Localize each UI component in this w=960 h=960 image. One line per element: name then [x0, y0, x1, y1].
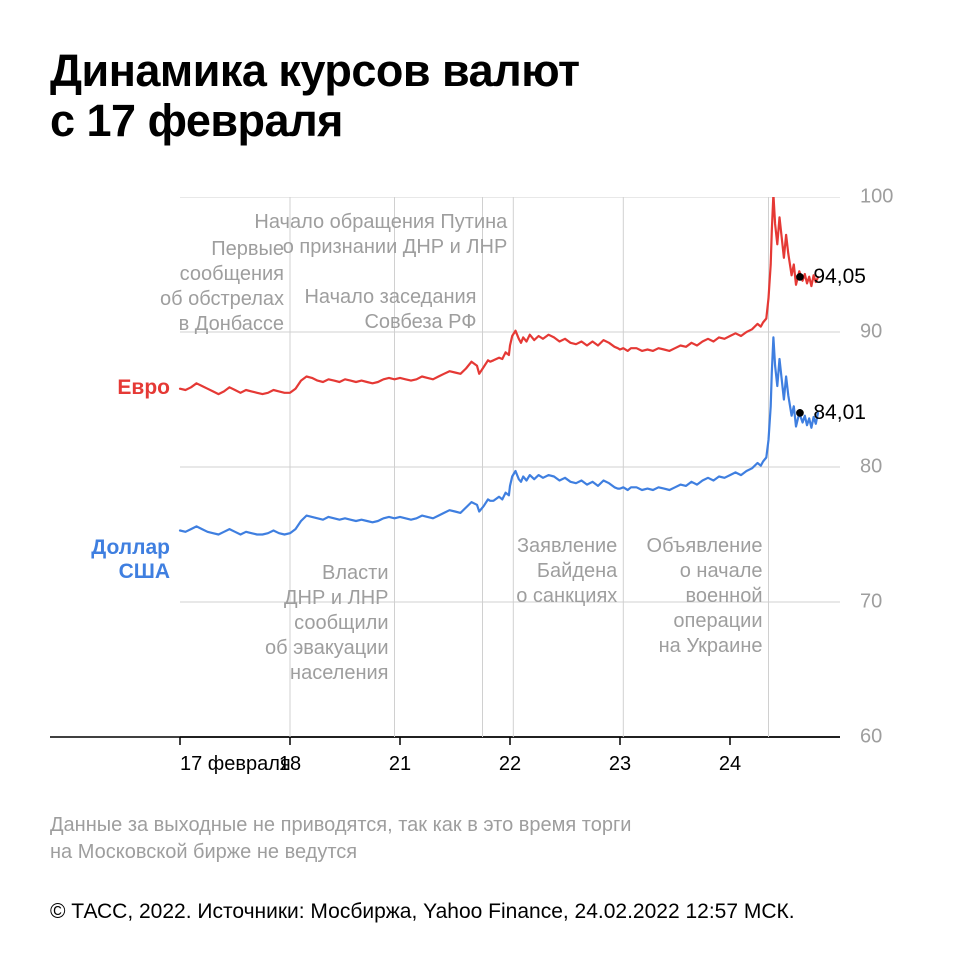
annotation: ЗаявлениеБайденао санкциях [516, 534, 617, 609]
y-tick-label: 80 [860, 455, 882, 478]
end-value-usd: 84,01 [795, 401, 866, 425]
y-tick-label: 70 [860, 590, 882, 613]
x-tick-label: 24 [719, 753, 741, 776]
annotation: Начало заседанияСовбеза РФ [304, 285, 476, 335]
x-tick-label: 18 [279, 753, 301, 776]
chart-title: Динамика курсов валют с 17 февраля [50, 46, 910, 147]
y-tick-label: 100 [860, 185, 893, 208]
annotation: Начало обращения Путинао признании ДНР и… [254, 210, 507, 260]
series-usd [180, 337, 818, 534]
y-tick-label: 60 [860, 725, 882, 748]
x-tick-label: 22 [499, 753, 521, 776]
annotation: Объявлениео началевоеннойоперациина Укра… [647, 534, 763, 659]
note-line1: Данные за выходные не приводятся, так ка… [50, 814, 631, 836]
title-line2: с 17 февраля [50, 95, 343, 146]
note-line2: на Московской бирже не ведутся [50, 841, 357, 863]
title-line1: Динамика курсов валют [50, 45, 580, 96]
x-tick-label: 23 [609, 753, 631, 776]
chart-credit: © ТАСС, 2022. Источники: Мосбиржа, Yahoo… [50, 900, 910, 924]
series-label-usd: ДолларСША [91, 536, 170, 584]
chart-note: Данные за выходные не приводятся, так ка… [50, 812, 910, 866]
annotation: ВластиДНР и ЛНРсообщилиоб эвакуациинасел… [265, 561, 389, 686]
y-tick-label: 90 [860, 320, 882, 343]
x-tick-label: 21 [389, 753, 411, 776]
series-label-euro: Евро [117, 376, 170, 400]
end-value-euro: 94,05 [795, 265, 866, 289]
x-tick-label: 17 февраля [180, 753, 291, 776]
chart-area: 6070809010017 февраля1821222324Первыесоо… [50, 197, 910, 757]
